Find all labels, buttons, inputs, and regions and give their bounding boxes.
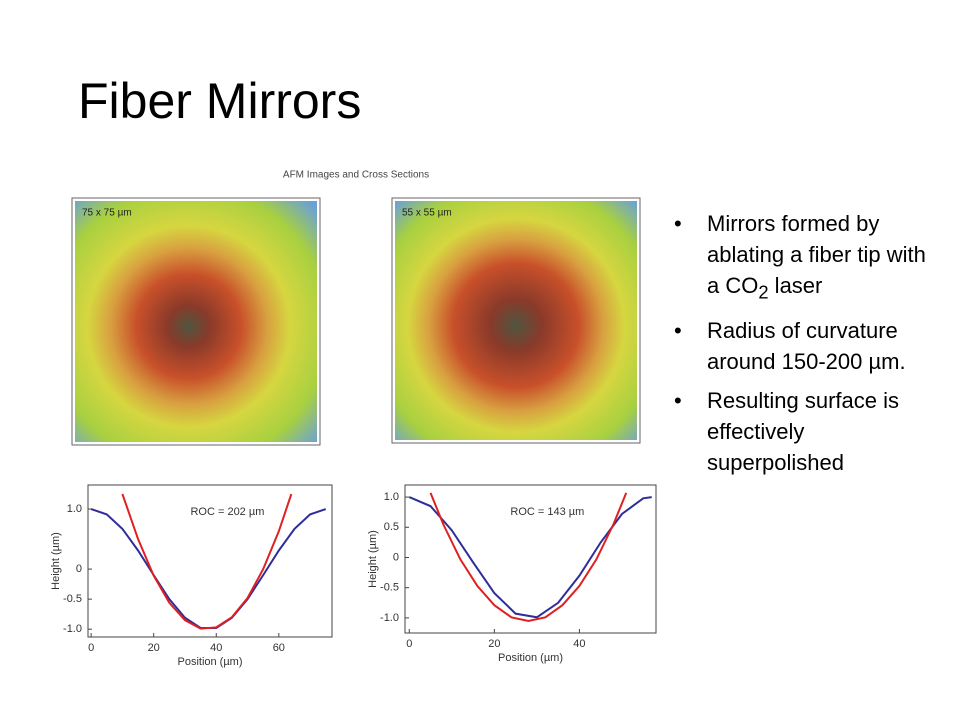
x-tick-label: 0 — [88, 642, 94, 654]
bullet-text: Mirrors formed by ablating a fiber tip w… — [707, 211, 926, 298]
y-tick-label: -0.5 — [380, 582, 399, 594]
x-tick-label: 20 — [488, 638, 500, 650]
plot-frame — [87, 484, 333, 638]
afm-image — [395, 201, 637, 440]
y-tick-label: -0.5 — [63, 593, 82, 605]
y-axis-label: Height (µm) — [367, 530, 379, 588]
y-axis-label: Height (µm) — [50, 532, 62, 590]
figure-title: AFM Images and Cross Sections — [283, 170, 429, 181]
image-label: 75 x 75 µm — [82, 208, 132, 219]
y-tick-label: -1.0 — [63, 623, 82, 635]
bullet-text: Resulting surface is effectively superpo… — [707, 388, 899, 476]
y-tick-label: 0.5 — [384, 521, 399, 533]
afm-image — [75, 201, 317, 442]
bullet-text: Radius of curvature around 150-200 µm. — [707, 318, 906, 375]
line — [90, 508, 327, 629]
annotation: ROC = 143 µm — [510, 506, 584, 518]
y-tick-label: 0 — [76, 563, 82, 575]
x-tick-label: 40 — [573, 638, 585, 650]
x-tick-label: 40 — [210, 642, 222, 654]
subscript: 2 — [758, 281, 769, 303]
line — [429, 492, 628, 622]
x-axis-label: Position (µm) — [177, 656, 242, 668]
bullet: Resulting surface is effectively superpo… — [672, 385, 934, 478]
bullet-text: laser — [768, 273, 823, 298]
annotation: ROC = 202 µm — [190, 506, 264, 518]
y-tick-label: 1.0 — [67, 503, 82, 515]
x-tick-label: 60 — [273, 642, 285, 654]
plot-frame — [404, 484, 657, 634]
slide-title: Fiber Mirrors — [78, 73, 362, 129]
bullet: Mirrors formed by ablating a fiber tip w… — [672, 208, 934, 307]
y-tick-label: 1.0 — [384, 491, 399, 503]
line — [121, 493, 293, 630]
x-tick-label: 0 — [406, 638, 412, 650]
x-tick-label: 20 — [148, 642, 160, 654]
line — [408, 496, 652, 619]
y-tick-label: 0 — [393, 551, 399, 563]
bullet: Radius of curvature around 150-200 µm. — [672, 315, 934, 377]
bullet-list: Mirrors formed by ablating a fiber tip w… — [672, 208, 934, 486]
image-label: 55 x 55 µm — [402, 208, 452, 219]
x-axis-label: Position (µm) — [498, 652, 563, 664]
y-tick-label: -1.0 — [380, 612, 399, 624]
